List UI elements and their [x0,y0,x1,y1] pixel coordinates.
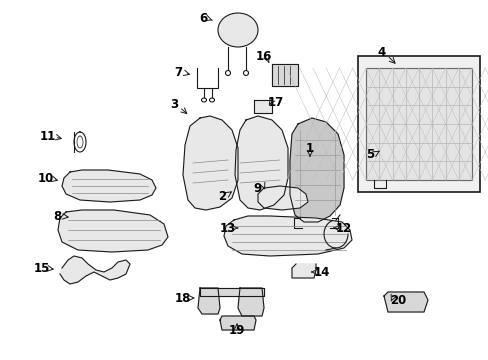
Text: 20: 20 [389,293,406,306]
Text: 8: 8 [53,210,61,222]
Polygon shape [198,288,220,314]
Ellipse shape [218,13,258,47]
Text: 11: 11 [40,130,56,143]
Text: 17: 17 [267,95,284,108]
Polygon shape [289,118,343,222]
Text: 14: 14 [313,266,329,279]
Polygon shape [200,288,264,296]
Polygon shape [253,100,271,113]
Text: 10: 10 [38,171,54,184]
Ellipse shape [209,98,214,102]
Text: 1: 1 [305,141,313,154]
Text: 13: 13 [220,221,236,234]
Text: 9: 9 [253,181,262,194]
Text: 15: 15 [34,261,50,274]
Text: 12: 12 [335,221,351,234]
Text: 5: 5 [365,148,373,162]
Text: 4: 4 [377,45,386,58]
Text: 2: 2 [218,189,225,202]
Text: 18: 18 [174,292,191,305]
Polygon shape [58,210,168,252]
Ellipse shape [225,71,230,76]
Polygon shape [383,292,427,312]
Polygon shape [224,216,351,256]
Polygon shape [291,264,315,278]
Polygon shape [60,256,130,284]
Polygon shape [183,116,238,210]
Text: 19: 19 [228,324,244,337]
Bar [365,68,471,180]
Polygon shape [235,116,287,210]
Text: 16: 16 [255,49,272,63]
Text: 3: 3 [170,98,178,111]
Polygon shape [62,170,156,202]
Bar [357,56,479,192]
Polygon shape [258,186,307,210]
Polygon shape [238,288,264,316]
Text: 7: 7 [174,66,182,78]
Ellipse shape [201,98,206,102]
Text: 6: 6 [199,12,207,24]
Polygon shape [271,64,297,86]
Ellipse shape [243,71,248,76]
Polygon shape [220,316,256,330]
